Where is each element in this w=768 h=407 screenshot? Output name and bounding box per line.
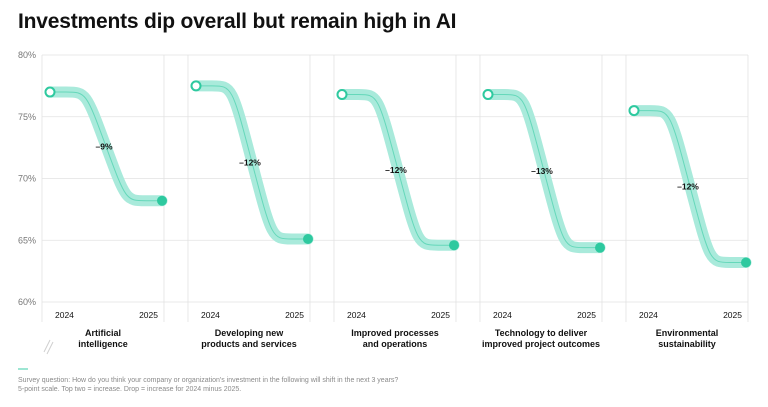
y-tick-label: 75% (18, 112, 36, 122)
category-label: Technology to deliver (495, 328, 588, 338)
footnote-scale: 5-point scale. Top two = increase. Drop … (18, 386, 242, 393)
category-label: intelligence (78, 339, 128, 349)
category-label: Artificial (85, 328, 121, 338)
point-2025 (449, 240, 459, 251)
trend-line (196, 85, 308, 240)
category-label: sustainability (658, 339, 716, 349)
drop-label: –9% (95, 141, 112, 151)
category-label: products and services (201, 339, 297, 349)
accent-bar (18, 368, 28, 370)
category-label: and operations (363, 339, 428, 349)
footnote-question: Survey question: How do you think your c… (18, 377, 399, 384)
x-tick-label-2025: 2025 (723, 310, 742, 320)
axis-break-mark (46, 341, 54, 355)
point-2024 (628, 105, 640, 117)
axis-break-mark (43, 339, 51, 353)
y-tick-label: 60% (18, 297, 36, 307)
x-tick-label-2024: 2024 (55, 310, 74, 320)
point-2025 (741, 257, 751, 268)
category-label: Environmental (656, 328, 719, 338)
point-2024 (482, 89, 494, 101)
point-2025 (157, 195, 167, 206)
footnote: Survey question: How do you think your c… (18, 376, 398, 394)
y-tick-label: 80% (18, 50, 36, 60)
point-2024 (336, 89, 348, 101)
drop-label: –12% (239, 157, 261, 167)
x-tick-label-2025: 2025 (285, 310, 304, 320)
category-label: improved project outcomes (482, 339, 600, 349)
x-tick-label-2025: 2025 (431, 310, 450, 320)
x-tick-label-2024: 2024 (493, 310, 512, 320)
trend-line (488, 94, 600, 249)
y-tick-label: 70% (18, 174, 36, 184)
x-tick-label-2024: 2024 (201, 310, 220, 320)
drop-label: –13% (531, 166, 553, 176)
point-2025 (595, 242, 605, 253)
x-tick-label-2024: 2024 (639, 310, 658, 320)
trend-line (634, 110, 746, 263)
category-label: Improved processes (351, 328, 439, 338)
chart-title: Investments dip overall but remain high … (18, 10, 457, 33)
point-2025 (303, 234, 313, 245)
x-tick-label-2025: 2025 (577, 310, 596, 320)
x-tick-label-2025: 2025 (139, 310, 158, 320)
category-label: Developing new (215, 328, 285, 338)
point-2024 (190, 80, 202, 92)
point-2024 (44, 86, 56, 98)
y-tick-label: 65% (18, 235, 36, 245)
trend-line (50, 91, 162, 202)
x-tick-label-2024: 2024 (347, 310, 366, 320)
drop-label: –12% (677, 182, 699, 192)
drop-label: –12% (385, 165, 407, 175)
trend-line (342, 94, 454, 246)
